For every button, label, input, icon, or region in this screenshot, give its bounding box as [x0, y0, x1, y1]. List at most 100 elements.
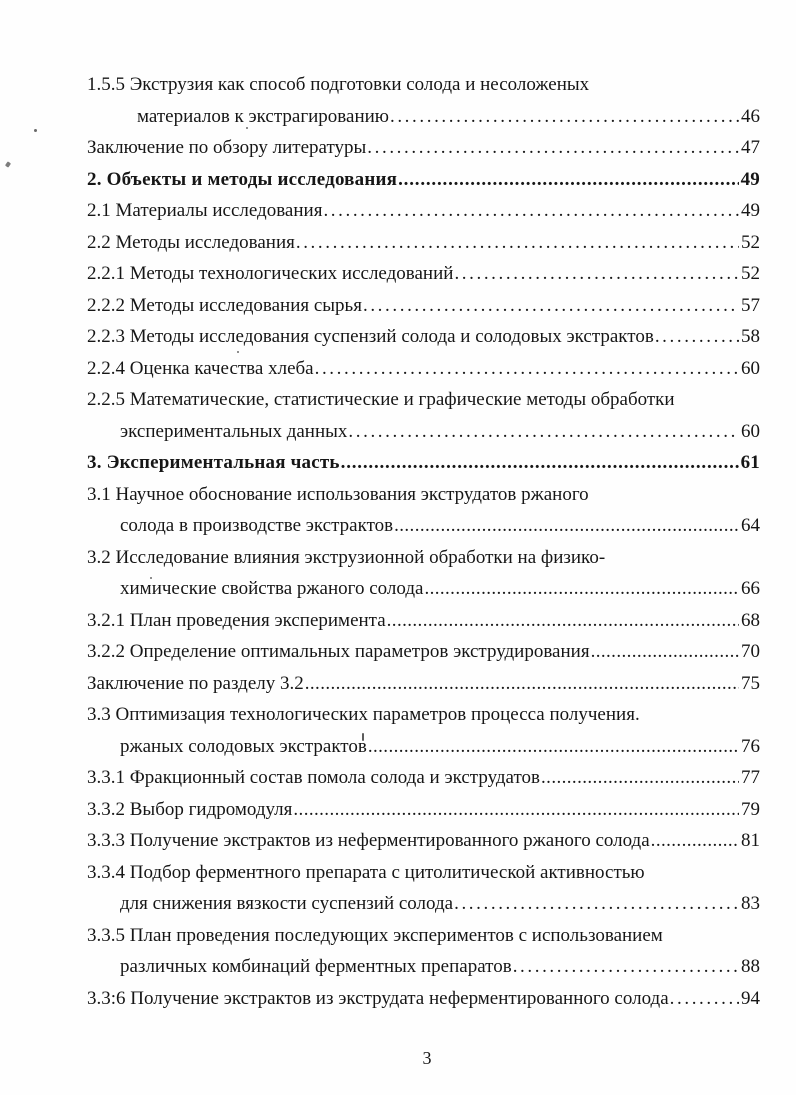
dot-leader	[323, 200, 739, 222]
toc-entry-text: 3.3.5 План проведения последующих экспер…	[87, 924, 663, 946]
toc-entry: 2.2.5 Математические, статистические и г…	[87, 389, 760, 421]
toc-entry-text: 3.2 Исследование влияния экструзионной о…	[87, 546, 606, 568]
toc-entry: 2.2.1 Методы технологических исследовани…	[87, 263, 760, 295]
toc-entry-page: 61	[740, 452, 760, 473]
toc-entry-text: 2. Объекты и методы исследования	[87, 168, 398, 190]
dot-leader	[348, 421, 739, 443]
scan-speck	[34, 129, 37, 132]
toc-entry-page: 52	[741, 231, 760, 253]
dot-leader	[367, 137, 739, 159]
toc-entry-page: 46	[741, 105, 760, 127]
toc-entry-page: 81	[741, 830, 760, 851]
toc-entry-text: материалов к экстрагированию	[137, 105, 389, 127]
toc-entry: 3. Экспериментальная часть 61	[87, 452, 760, 484]
toc-entry: химические свойства ржаного солода 66	[87, 578, 760, 610]
dot-leader	[305, 673, 739, 695]
toc-entry: солода в производстве экстрактов 64	[87, 515, 760, 547]
dot-leader	[363, 295, 739, 317]
toc-entry: 3.3.2 Выбор гидромодуля 79	[87, 799, 760, 831]
toc-entry: 2.2.2 Методы исследования сырья 57	[87, 295, 760, 327]
toc-entry: 1.5.5 Экструзия как способ подготовки со…	[87, 74, 760, 106]
scan-speck	[237, 351, 239, 353]
dot-leader	[293, 799, 739, 821]
toc-entry: экспериментальных данных 60	[87, 421, 760, 453]
toc-entry: 3.3.1 Фракционный состав помола солода и…	[87, 767, 760, 799]
toc-entry: 2. Объекты и методы исследования 49	[87, 169, 760, 201]
dot-leader	[315, 358, 739, 380]
toc-entry-page: 68	[741, 609, 760, 631]
toc-entry: 3.2.1 План проведения эксперимента 68	[87, 610, 760, 642]
toc-entry: 3.3.3 Получение экстрактов из неферменти…	[87, 830, 760, 862]
toc-entry-text: Заключение по разделу 3.2	[87, 672, 304, 694]
dot-leader	[387, 610, 739, 632]
toc-entry-text: 3.3:6 Получение экстрактов из экструдата…	[87, 987, 669, 1009]
toc-entry-page: 60	[741, 357, 760, 379]
toc-entry-text: 3.3.1 Фракционный состав помола солода и…	[87, 767, 541, 788]
toc-entry-text: 2.2.2 Методы исследования сырья	[87, 294, 362, 316]
toc-entry-text: 3. Экспериментальная часть	[87, 452, 340, 473]
dot-leader	[398, 169, 738, 191]
dot-leader	[394, 515, 739, 537]
toc-entry-page: 75	[741, 672, 760, 694]
toc-entry: 3.3:6 Получение экстрактов из экструдата…	[87, 988, 760, 1020]
toc-entry-page: 66	[741, 578, 760, 599]
toc-entry-text: 2.2.4 Оценка качества хлеба	[87, 357, 314, 379]
scan-speck	[4, 161, 12, 168]
toc-entry: 3.3.5 План проведения последующих экспер…	[87, 925, 760, 957]
dot-leader	[390, 106, 739, 128]
dot-leader	[591, 641, 739, 663]
toc-entry-text: 2.1 Материалы исследования	[87, 200, 323, 221]
toc-entry-page: 79	[741, 798, 760, 820]
toc-entry-text: 2.2.3 Методы исследования суспензий соло…	[87, 326, 654, 347]
dot-leader	[454, 263, 739, 285]
toc-entry-page: 76	[741, 735, 760, 757]
toc-entry: 3.3 Оптимизация технологических параметр…	[87, 704, 760, 736]
toc-entry-text: ржаных солодовых экстрактов	[120, 735, 367, 757]
toc-entry-text: 3.3.2 Выбор гидромодуля	[87, 798, 293, 820]
dot-leader	[651, 830, 739, 852]
toc-entry-text: 3.3.3 Получение экстрактов из неферменти…	[87, 830, 650, 851]
toc-entry-page: 49	[740, 168, 760, 190]
toc-entry: для снижения вязкости суспензий солода 83	[87, 893, 760, 925]
toc-entry: 3.3.4 Подбор ферментного препарата с цит…	[87, 862, 760, 894]
toc-entry: Заключение по обзору литературы 47	[87, 137, 760, 169]
dot-leader	[541, 767, 739, 789]
toc-entry: Заключение по разделу 3.2 75	[87, 673, 760, 705]
toc-entry-page: 47	[741, 137, 760, 158]
toc-entry-text: 3.3.4 Подбор ферментного препарата с цит…	[87, 861, 645, 883]
toc-entry-text: 1.5.5 Экструзия как способ подготовки со…	[87, 74, 590, 95]
toc-entry-page: 94	[741, 987, 760, 1009]
toc-entry-text: 2.2.5 Математические, статистические и г…	[87, 389, 675, 410]
dot-leader	[454, 893, 739, 915]
toc-entry: различных комбинаций ферментных препарат…	[87, 956, 760, 988]
scan-speck	[150, 577, 152, 579]
toc-entry: 3.2 Исследование влияния экструзионной о…	[87, 547, 760, 579]
toc-entry-page: 58	[741, 326, 760, 347]
toc-entry-text: 3.1 Научное обоснование использования эк…	[87, 483, 589, 505]
toc-entry-text: 3.3 Оптимизация технологических параметр…	[87, 704, 640, 725]
toc-entry-text: 3.2.2 Определение оптимальных параметров…	[87, 641, 590, 662]
toc-entry-text: различных комбинаций ферментных препарат…	[120, 956, 512, 977]
scan-speck	[362, 733, 364, 741]
toc-entry-page: 88	[741, 956, 760, 977]
dot-leader	[670, 988, 739, 1010]
toc-entry-text: для снижения вязкости суспензий солода	[120, 893, 454, 914]
toc-entry-page: 77	[741, 767, 760, 788]
dot-leader	[655, 326, 739, 348]
toc-entry-page: 64	[741, 515, 760, 536]
scan-speck	[246, 127, 248, 129]
table-of-contents: 1.5.5 Экструзия как способ подготовки со…	[87, 74, 760, 1019]
toc-entry-text: химические свойства ржаного солода	[120, 578, 424, 599]
dot-leader	[368, 736, 739, 758]
toc-entry-text: солода в производстве экстрактов	[120, 515, 394, 536]
toc-entry: 2.2.3 Методы исследования суспензий соло…	[87, 326, 760, 358]
toc-entry-text: 3.2.1 План проведения эксперимента	[87, 609, 386, 631]
toc-entry: материалов к экстрагированию 46	[87, 106, 760, 138]
dot-leader	[296, 232, 739, 254]
toc-entry: 2.2 Методы исследования 52	[87, 232, 760, 264]
toc-entry: 3.1 Научное обоснование использования эк…	[87, 484, 760, 516]
toc-entry-page: 57	[741, 294, 760, 316]
toc-entry: ржаных солодовых экстрактов 76	[87, 736, 760, 768]
toc-entry-page: 49	[741, 200, 760, 221]
